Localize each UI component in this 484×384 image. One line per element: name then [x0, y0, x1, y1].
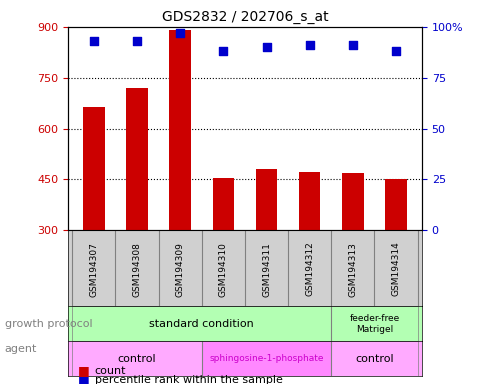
FancyBboxPatch shape	[331, 306, 417, 341]
Text: GSM194312: GSM194312	[304, 242, 314, 296]
Text: standard condition: standard condition	[149, 319, 254, 329]
Point	[133, 38, 140, 44]
Bar	[83, 106, 105, 230]
Point	[176, 30, 183, 36]
Text: control: control	[354, 354, 393, 364]
Bar	[212, 178, 234, 230]
FancyBboxPatch shape	[331, 341, 417, 376]
Text: ■: ■	[77, 364, 89, 377]
Bar	[126, 88, 148, 230]
Text: control: control	[118, 354, 156, 364]
Point	[219, 48, 227, 55]
FancyBboxPatch shape	[72, 306, 331, 341]
Point	[348, 42, 356, 48]
Bar	[255, 169, 277, 230]
Text: feeder-free
Matrigel: feeder-free Matrigel	[348, 314, 399, 334]
FancyBboxPatch shape	[72, 341, 201, 376]
Point	[392, 48, 399, 55]
Text: growth protocol: growth protocol	[5, 319, 92, 329]
Point	[305, 42, 313, 48]
Point	[262, 44, 270, 50]
Text: GSM194309: GSM194309	[175, 242, 184, 296]
Title: GDS2832 / 202706_s_at: GDS2832 / 202706_s_at	[161, 10, 328, 25]
Text: percentile rank within the sample: percentile rank within the sample	[94, 375, 282, 384]
Text: sphingosine-1-phosphate: sphingosine-1-phosphate	[209, 354, 323, 363]
Text: agent: agent	[5, 344, 37, 354]
FancyBboxPatch shape	[201, 341, 331, 376]
Point	[90, 38, 97, 44]
Bar	[384, 179, 406, 230]
Text: GSM194313: GSM194313	[348, 242, 357, 296]
Text: GSM194310: GSM194310	[218, 242, 227, 296]
Bar	[341, 172, 363, 230]
Text: GSM194314: GSM194314	[391, 242, 400, 296]
Text: GSM194308: GSM194308	[132, 242, 141, 296]
Text: GSM194311: GSM194311	[261, 242, 271, 296]
Bar	[298, 172, 320, 230]
Bar	[169, 30, 191, 230]
Text: count: count	[94, 366, 126, 376]
Text: GSM194307: GSM194307	[89, 242, 98, 296]
Text: ■: ■	[77, 374, 89, 384]
